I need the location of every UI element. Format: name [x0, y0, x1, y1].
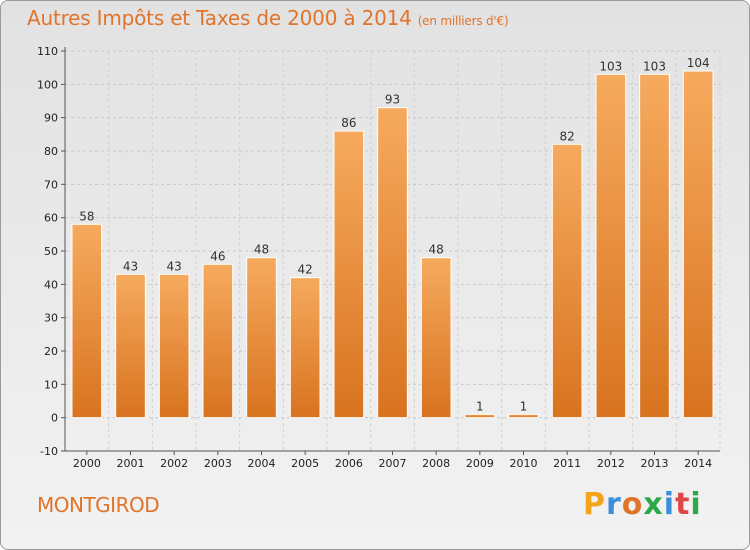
y-tick-label: 10: [44, 378, 58, 391]
x-tick-label: 2009: [466, 457, 494, 470]
x-tick-label: 2008: [422, 457, 450, 470]
value-label: 48: [429, 243, 444, 257]
x-tick-label: 2003: [204, 457, 232, 470]
y-tick-label: 20: [44, 345, 58, 358]
value-label: 86: [341, 116, 356, 130]
bar: [71, 223, 103, 419]
bar: [464, 413, 496, 419]
bars: 58 43 43 46 48 42 86 93 48 1 1 82 103 103 104: [71, 56, 714, 419]
x-tick-label: 2001: [117, 457, 145, 470]
bar: [158, 273, 190, 419]
brand-letter: o: [621, 487, 644, 522]
x-tick-label: 2000: [73, 457, 101, 470]
bar: [551, 143, 583, 419]
bar: [289, 277, 321, 419]
x-tick-label: 2014: [684, 457, 712, 470]
brand-letter: r: [606, 487, 622, 522]
y-tick-label: 90: [44, 112, 58, 125]
value-label: 42: [298, 263, 313, 277]
bar: [202, 263, 234, 419]
value-label: 48: [254, 243, 269, 257]
bar: [682, 70, 714, 419]
bar: [333, 130, 365, 419]
y-tick-label: 60: [44, 212, 58, 225]
chart-title: Autres Impôts et Taxes de 2000 à 2014 (en…: [27, 6, 509, 30]
y-tick-label: 50: [44, 245, 58, 258]
proxiti-logo: Proxiti: [583, 487, 702, 522]
bar: [508, 413, 539, 419]
value-label: 82: [560, 129, 575, 143]
x-tick-label: 2006: [335, 457, 363, 470]
x-tick-label: 2002: [160, 457, 188, 470]
value-label: 43: [123, 259, 138, 273]
value-label: 1: [520, 399, 528, 413]
y-tick-label: 30: [44, 312, 58, 325]
bar: [420, 257, 452, 419]
value-label: 103: [599, 59, 622, 73]
y-tick-label: 100: [37, 78, 58, 91]
x-tick-label: 2005: [291, 457, 319, 470]
bar: [639, 73, 670, 419]
bar: [377, 107, 408, 419]
x-tick-label: 2010: [510, 457, 538, 470]
value-label: 104: [687, 56, 710, 70]
x-tick-label: 2012: [597, 457, 625, 470]
y-tick-label: -10: [40, 445, 58, 458]
y-tick-label: 40: [44, 278, 58, 291]
bar: [115, 273, 146, 419]
value-label: 58: [79, 209, 94, 223]
brand-letter: i: [663, 487, 676, 522]
x-tick-label: 2004: [248, 457, 276, 470]
y-tick-label: 70: [44, 178, 58, 191]
brand-letter: t: [675, 487, 691, 522]
brand-letter: P: [583, 487, 606, 522]
town-name: MONTGIROD: [37, 493, 160, 517]
value-label: 1: [476, 399, 484, 413]
value-label: 43: [167, 259, 182, 273]
y-tick-label: 0: [51, 412, 58, 425]
value-label: 46: [210, 249, 225, 263]
y-tick-label: 80: [44, 145, 58, 158]
axes: -10 0 10 20 30 40 50 60 70 80 90 100 110 2000 2001 2002…: [37, 45, 720, 470]
brand-letter: x: [643, 487, 664, 522]
x-tick-label: 2013: [641, 457, 669, 470]
unit-label: (en milliers d'€): [417, 14, 509, 28]
value-label: 93: [385, 93, 400, 107]
x-tick-label: 2007: [379, 457, 407, 470]
bar: [595, 73, 627, 419]
value-label: 103: [643, 59, 666, 73]
y-tick-label: 110: [37, 45, 58, 58]
bar: [246, 257, 277, 419]
x-tick-label: 2011: [553, 457, 581, 470]
brand-letter: i: [690, 487, 702, 522]
